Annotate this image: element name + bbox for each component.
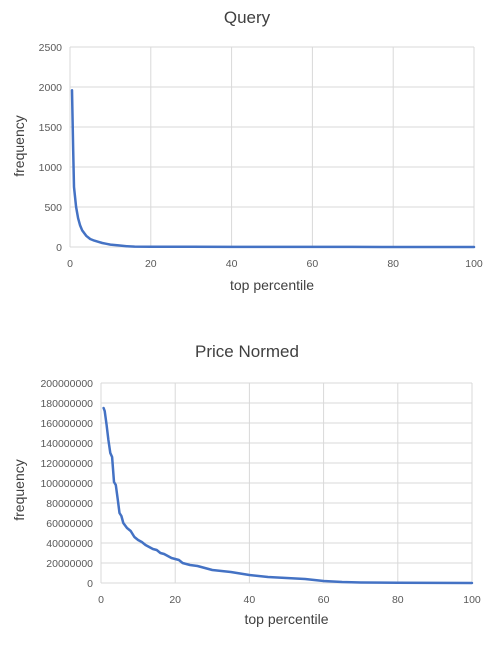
y-tick-label: 1500 <box>39 122 63 134</box>
y-tick-label: 0 <box>56 242 62 254</box>
y-tick-label: 140000000 <box>40 438 93 450</box>
y-tick-label: 20000000 <box>46 558 93 570</box>
chart-title: Price Normed <box>195 342 299 361</box>
x-tick-label: 20 <box>169 594 181 606</box>
y-tick-label: 2000 <box>39 82 63 94</box>
x-tick-label: 40 <box>226 258 238 270</box>
x-tick-label: 100 <box>465 258 483 270</box>
x-tick-label: 60 <box>318 594 330 606</box>
x-tick-label: 60 <box>307 258 319 270</box>
x-tick-label: 20 <box>145 258 157 270</box>
price-normed-chart: Price Normed 0 20000000 40000000 60000000 80… <box>0 330 494 649</box>
y-tick-label: 160000000 <box>40 418 93 430</box>
y-tick-label: 100000000 <box>40 478 93 490</box>
x-axis-label: top percentile <box>244 611 329 627</box>
y-tick-label: 1000 <box>39 162 63 174</box>
x-tick-label: 100 <box>463 594 481 606</box>
x-tick-label: 80 <box>392 594 404 606</box>
y-tick-label: 0 <box>87 578 93 590</box>
y-tick-label: 2500 <box>39 42 63 54</box>
x-axis-label: top percentile <box>229 277 315 293</box>
y-axis-label: frequency <box>11 115 27 177</box>
x-tick-label: 0 <box>98 594 104 606</box>
y-tick-label: 80000000 <box>46 498 93 510</box>
y-tick-label: 60000000 <box>46 518 93 530</box>
chart-title: Query <box>223 8 271 27</box>
price-normed-plot: 0 20000000 40000000 60000000 80000000 1000000… <box>40 378 481 606</box>
x-tick-label: 0 <box>67 258 73 270</box>
query-chart: Query 0 500 1000 1500 2000 2500 0 20 40 60 80 100 f… <box>0 0 494 310</box>
series-line <box>102 406 474 585</box>
series-line <box>70 88 476 249</box>
y-tick-label: 120000000 <box>40 458 93 470</box>
x-tick-label: 80 <box>387 258 399 270</box>
y-tick-label: 40000000 <box>46 538 93 550</box>
y-tick-label: 180000000 <box>40 398 93 410</box>
y-tick-label: 200000000 <box>40 378 93 390</box>
y-axis-label: frequency <box>11 459 27 521</box>
x-tick-label: 40 <box>244 594 256 606</box>
query-plot: 0 500 1000 1500 2000 2500 0 20 40 60 80 100 <box>39 42 483 270</box>
y-tick-label: 500 <box>44 202 62 214</box>
